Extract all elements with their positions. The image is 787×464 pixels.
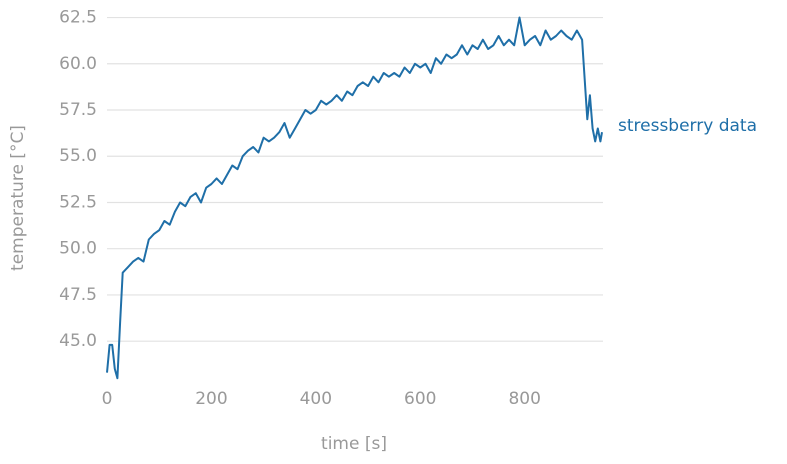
y-tick-label: 60.0 [59,54,97,74]
series-label: stressberry data [618,116,757,136]
x-tick-label: 400 [300,389,332,409]
y-tick-label: 52.5 [59,192,97,212]
x-tick-label: 600 [404,389,436,409]
y-axis-label: temperature [°C] [8,125,28,271]
y-tick-label: 57.5 [59,100,97,120]
y-tick-label: 45.0 [59,331,97,351]
x-tick-label: 800 [508,389,540,409]
x-tick-label: 0 [102,389,113,409]
y-tick-label: 50.0 [59,239,97,259]
x-tick-label: 200 [195,389,227,409]
data-line [106,16,603,380]
y-tick-label: 47.5 [59,285,97,305]
x-axis-label: time [s] [321,434,387,454]
y-tick-label: 55.0 [59,146,97,166]
y-tick-label: 62.5 [59,8,97,28]
